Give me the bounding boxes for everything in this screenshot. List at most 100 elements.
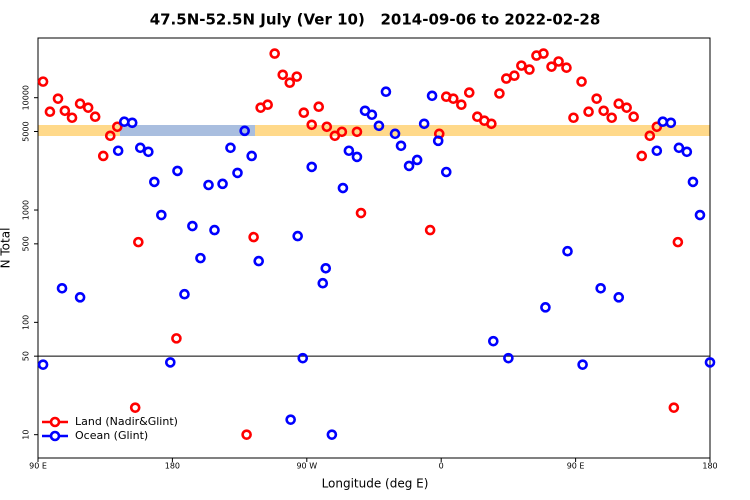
point: [277, 69, 289, 81]
point: [44, 106, 56, 118]
point: [246, 150, 257, 162]
point: [66, 112, 78, 124]
point: [613, 292, 625, 303]
point: [561, 62, 572, 73]
y-axis-label: N Total: [0, 228, 13, 269]
point: [418, 118, 430, 130]
point: [37, 359, 49, 370]
point: [143, 146, 154, 158]
band-ocean: [120, 125, 255, 136]
point: [313, 101, 325, 113]
x-tick-label: 180: [702, 462, 717, 471]
point: [540, 302, 551, 313]
point: [74, 292, 86, 303]
point: [355, 207, 367, 219]
point: [373, 120, 385, 132]
point: [179, 288, 190, 300]
point: [337, 182, 349, 194]
point: [262, 99, 273, 111]
legend-label: Ocean (Glint): [75, 429, 148, 442]
point: [253, 255, 265, 267]
point: [59, 105, 71, 117]
point: [317, 277, 329, 289]
legend-marker: [49, 430, 61, 442]
point: [297, 352, 309, 364]
point: [187, 220, 198, 232]
point: [248, 231, 259, 243]
point: [672, 236, 684, 248]
point: [651, 145, 663, 157]
point: [351, 151, 363, 163]
x-tick-label: 90 E: [29, 462, 47, 471]
point: [583, 106, 594, 118]
x-axis-label: Longitude (deg E): [322, 477, 429, 491]
point: [673, 142, 685, 154]
point: [509, 70, 520, 81]
point: [538, 48, 549, 59]
point: [516, 60, 527, 71]
point: [613, 98, 625, 110]
point: [456, 99, 467, 111]
series: [37, 86, 716, 440]
point: [74, 98, 86, 110]
point: [97, 150, 109, 162]
legend-marker: [49, 416, 61, 428]
x-tick-label: 180: [165, 462, 180, 471]
point: [463, 87, 475, 98]
point: [195, 252, 206, 264]
point: [636, 150, 648, 162]
point: [351, 126, 363, 138]
point: [298, 107, 310, 119]
point: [320, 262, 332, 274]
point: [171, 333, 182, 344]
point: [133, 236, 144, 248]
point: [411, 154, 423, 166]
point: [366, 109, 378, 121]
point: [321, 121, 333, 133]
point: [241, 429, 252, 440]
point: [203, 179, 214, 191]
point: [651, 121, 663, 133]
point: [488, 335, 499, 347]
point: [524, 64, 535, 75]
point: [644, 130, 656, 142]
point: [156, 209, 167, 221]
point: [576, 76, 587, 87]
point: [225, 142, 236, 154]
point: [494, 88, 505, 99]
point: [380, 86, 392, 98]
point: [209, 224, 220, 236]
point: [447, 93, 459, 104]
point: [389, 128, 401, 140]
point: [621, 102, 632, 113]
point: [336, 126, 348, 138]
y-tick-label: 100: [22, 315, 31, 330]
point: [112, 145, 124, 157]
point: [52, 93, 64, 104]
point: [694, 209, 706, 221]
point: [291, 71, 303, 82]
point: [595, 282, 606, 294]
y-tick-label: 500: [22, 236, 31, 251]
point: [606, 112, 618, 124]
point: [687, 176, 699, 188]
point: [577, 359, 588, 370]
point: [306, 161, 318, 173]
x-tick-label: 90 W: [296, 462, 317, 471]
point: [129, 402, 141, 413]
y-tick-label: 10: [22, 430, 31, 440]
point: [591, 93, 602, 104]
x-tick-label: 0: [439, 462, 444, 471]
series: [37, 48, 684, 440]
point: [546, 61, 557, 72]
point: [343, 145, 355, 157]
point: [269, 48, 280, 59]
point: [486, 118, 497, 130]
point: [440, 166, 452, 178]
point: [284, 77, 296, 88]
point: [232, 167, 243, 179]
point: [306, 119, 318, 131]
plot-frame: [37, 37, 711, 459]
coverage-band: [38, 125, 710, 136]
y-tick-label: 5000: [22, 121, 31, 141]
